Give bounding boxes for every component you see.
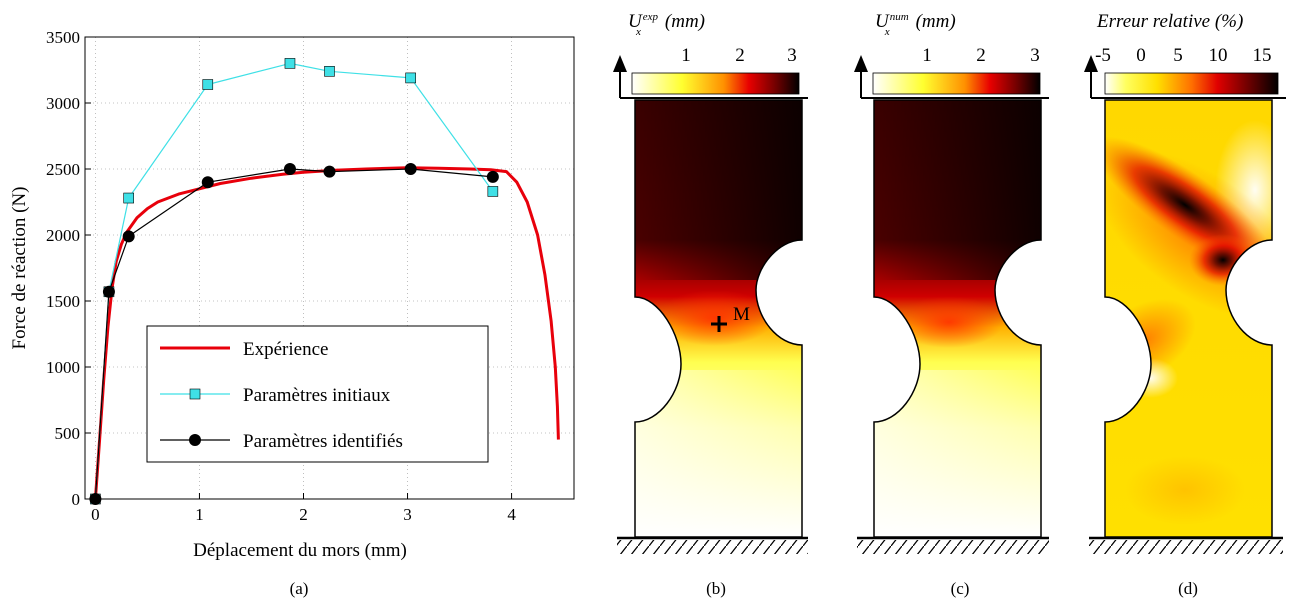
data-point-initial xyxy=(487,186,499,197)
colorbar-tick: 2 xyxy=(735,45,745,66)
colorbar-tick: 3 xyxy=(1030,45,1040,66)
data-point-identified xyxy=(404,163,417,175)
colorbar-c xyxy=(872,72,1041,95)
point-m-marker xyxy=(711,316,727,332)
data-point-identified xyxy=(283,163,296,175)
data-point-initial xyxy=(405,72,416,84)
colorbar-d-ticks: -5 0 5 10 15 xyxy=(1095,45,1271,66)
specimen-d xyxy=(1104,99,1273,538)
x-tick-label: 4 xyxy=(507,505,516,524)
panel-label-c: (c) xyxy=(951,579,970,598)
colorbar-tick: 3 xyxy=(787,45,797,66)
data-point-initial xyxy=(202,79,214,90)
series-line-3 xyxy=(94,168,493,500)
y-axis-label: Force de réaction (N) xyxy=(9,186,30,349)
data-point-identified xyxy=(122,230,135,243)
colorbar-tick: 5 xyxy=(1173,45,1183,66)
legend-marker-identified xyxy=(189,434,201,446)
colorbar-c-ticks: 1 2 3 xyxy=(922,45,1040,66)
legend-label-experience: Expérience xyxy=(243,339,328,360)
legend-label-identified: Paramètres identifiés xyxy=(243,431,403,452)
plot-frame xyxy=(84,36,575,500)
legend: Expérience Paramètres initiaux Paramètre… xyxy=(146,325,489,463)
x-tick-label: 0 xyxy=(91,505,100,524)
chart-series xyxy=(89,58,560,505)
panel-label-d: (d) xyxy=(1178,579,1198,598)
data-point-identified xyxy=(323,165,336,178)
colorbar-title-c: Unum x (mm) xyxy=(875,11,956,38)
colorbar-d xyxy=(1104,72,1279,95)
colorbar-title-b: Uexp x (mm) xyxy=(628,11,705,38)
field-panel-c: Unum x (mm) 1 2 3 (c) xyxy=(854,11,1049,598)
panel-label-a: (a) xyxy=(290,579,309,598)
x-axis-label: Déplacement du mors (mm) xyxy=(193,540,407,561)
ground-support-b xyxy=(617,536,808,554)
x-tick-label: 2 xyxy=(299,505,308,524)
y-tick-label: 1000 xyxy=(46,358,80,377)
data-point-identified xyxy=(486,170,499,183)
chart-ticks: 0 1 2 3 4 0 500 1000 1500 2000 2500 3000 3500 xyxy=(46,28,516,524)
data-point-initial xyxy=(123,192,134,204)
load-arrow-b xyxy=(613,55,808,99)
y-tick-label: 3000 xyxy=(46,94,80,113)
y-tick-label: 2500 xyxy=(46,160,80,179)
panel-label-b: (b) xyxy=(706,579,726,598)
ground-support-c xyxy=(857,536,1049,554)
force-displacement-chart: 0 1 2 3 4 0 500 1000 1500 2000 2500 3000 3500 Déplac… xyxy=(9,28,575,598)
colorbar-tick: -5 xyxy=(1095,45,1111,66)
colorbar-tick: 2 xyxy=(976,45,986,66)
colorbar-title-d: Erreur relative (%) xyxy=(1096,11,1243,32)
specimen-c xyxy=(873,99,1042,538)
colorbar-tick: 15 xyxy=(1253,45,1272,66)
field-panel-d: Erreur relative (%) -5 0 5 10 15 xyxy=(1084,11,1286,598)
y-tick-label: 500 xyxy=(55,424,81,443)
y-tick-label: 3500 xyxy=(46,28,80,47)
specimen-b: M xyxy=(634,99,803,538)
data-point-initial xyxy=(324,66,335,77)
colorbar-tick: 1 xyxy=(681,45,691,66)
field-panel-b: Uexp x (mm) 1 2 3 M xyxy=(613,11,808,598)
colorbar-tick: 10 xyxy=(1209,45,1228,66)
y-tick-label: 1500 xyxy=(46,292,80,311)
colorbar-tick: 1 xyxy=(922,45,932,66)
colorbar-b-ticks: 1 2 3 xyxy=(681,45,797,66)
data-point-initial xyxy=(284,58,296,69)
x-tick-label: 1 xyxy=(195,505,204,524)
point-m-label: M xyxy=(733,304,750,325)
series-line-2 xyxy=(94,62,494,500)
ground-support-d xyxy=(1089,536,1283,554)
data-point-identified xyxy=(201,176,214,189)
legend-marker-initial xyxy=(189,388,201,400)
y-tick-label: 2000 xyxy=(46,226,80,245)
colorbar-b xyxy=(631,72,800,95)
load-arrow-d xyxy=(1084,55,1286,99)
data-point-identified xyxy=(102,285,115,298)
legend-label-initial: Paramètres initiaux xyxy=(243,385,391,406)
y-tick-label: 0 xyxy=(72,490,81,509)
colorbar-tick: 0 xyxy=(1136,45,1146,66)
x-tick-label: 3 xyxy=(403,505,412,524)
load-arrow-c xyxy=(854,55,1049,99)
